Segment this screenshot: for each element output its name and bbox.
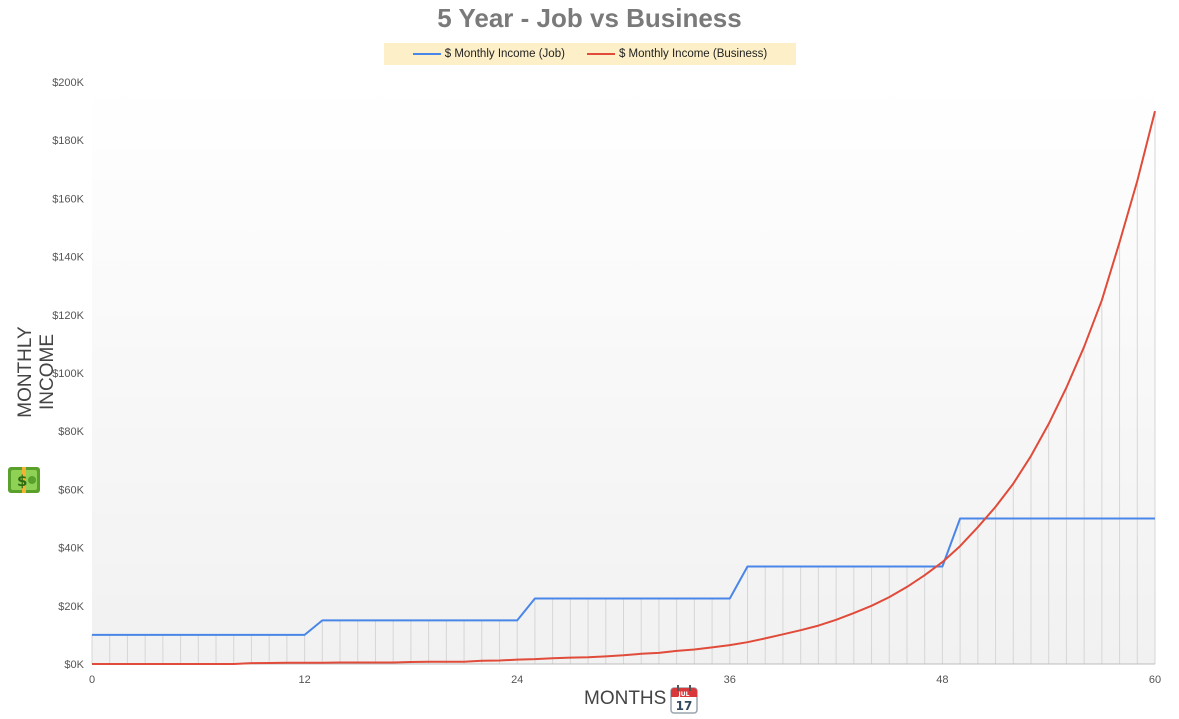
calendar-month: JUL <box>678 691 690 698</box>
legend: $ Monthly Income (Job) $ Monthly Income … <box>384 43 796 65</box>
legend-item-job[interactable]: $ Monthly Income (Job) <box>412 48 565 60</box>
y-tick-label: $100K <box>52 368 84 380</box>
y-axis-title: MONTHLY INCOME <box>15 326 58 418</box>
y-tick-label: $140K <box>52 252 84 264</box>
x-axis-title-group: MONTHS JUL 17 <box>584 684 699 714</box>
legend-item-business[interactable]: $ Monthly Income (Business) <box>586 48 768 60</box>
y-tick-label: $60K <box>58 484 84 496</box>
x-tick-label: 12 <box>298 674 310 686</box>
x-axis-title: MONTHS <box>584 688 667 709</box>
grid-lines <box>91 111 1156 665</box>
y-tick-label: $0K <box>64 659 84 671</box>
legend-label-job: $ Monthly Income (Job) <box>444 48 565 60</box>
y-axis-ticks: $0K $20K $40K $60K $80K $100K $120K $140K $160K $… <box>52 77 84 671</box>
y-tick-label: $40K <box>58 543 84 555</box>
legend-swatch-job <box>412 53 441 55</box>
calendar-icon: JUL 17 <box>670 685 699 714</box>
y-tick-label: $180K <box>52 135 84 147</box>
x-tick-label: 0 <box>89 674 95 686</box>
calendar-day: 17 <box>676 699 693 713</box>
svg-text:$: $ <box>17 472 27 490</box>
y-tick-label: $200K <box>52 77 84 89</box>
series-lines <box>92 110 1156 665</box>
x-tick-label: 60 <box>1149 674 1161 686</box>
series-line-job[interactable] <box>92 517 1155 636</box>
money-banknote-icon: $ <box>8 467 40 493</box>
x-tick-label: 48 <box>936 674 948 686</box>
legend-swatch-business <box>586 53 615 55</box>
x-axis-ticks: 0 12 24 36 48 60 <box>89 674 1161 686</box>
y-tick-label: $120K <box>52 310 84 322</box>
x-tick-label: 36 <box>724 674 736 686</box>
legend-label-business: $ Monthly Income (Business) <box>618 48 768 60</box>
y-tick-label: $80K <box>58 426 84 438</box>
y-tick-label: $160K <box>52 193 84 205</box>
series-line-business[interactable] <box>92 110 1156 665</box>
y-tick-label: $20K <box>58 601 84 613</box>
chart-title: 5 Year - Job vs Business <box>437 3 742 33</box>
x-tick-label: 24 <box>511 674 523 686</box>
